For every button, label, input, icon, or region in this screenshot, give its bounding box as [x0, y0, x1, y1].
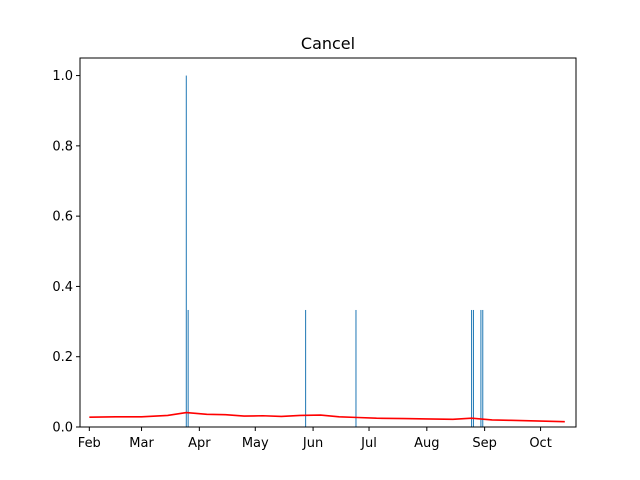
chart-title: Cancel [301, 34, 355, 53]
plot-area [89, 75, 565, 427]
x-tick-label: Sep [472, 436, 497, 451]
x-axis: Feb Mar Apr May Jun Jul Aug Sep Oct [78, 427, 552, 451]
x-tick-label: Feb [78, 436, 101, 451]
x-tick-label: May [242, 436, 269, 451]
x-tick-label: Oct [529, 436, 551, 451]
y-tick-label: 1.0 [52, 69, 73, 84]
x-tick-label: Mar [129, 436, 154, 451]
y-tick-label: 0.8 [52, 139, 73, 154]
bar [482, 309, 484, 427]
bar [480, 309, 482, 427]
bar [185, 75, 187, 427]
x-tick-label: Aug [414, 436, 439, 451]
y-tick-label: 0.6 [52, 210, 73, 225]
y-axis: 0.0 0.2 0.4 0.6 0.8 1.0 [52, 69, 80, 436]
bar [355, 309, 357, 427]
bar [472, 309, 474, 427]
bar [471, 309, 473, 427]
x-tick-label: Jun [302, 436, 323, 451]
axes-frame [79, 57, 577, 428]
rolling-average-line [89, 411, 565, 423]
bar [305, 309, 307, 427]
x-tick-label: Apr [188, 436, 211, 451]
y-tick-label: 0.4 [52, 280, 73, 295]
bar [187, 309, 189, 427]
x-tick-label: Jul [360, 436, 377, 451]
y-tick-label: 0.2 [52, 350, 73, 365]
y-tick-label: 0.0 [52, 421, 73, 436]
